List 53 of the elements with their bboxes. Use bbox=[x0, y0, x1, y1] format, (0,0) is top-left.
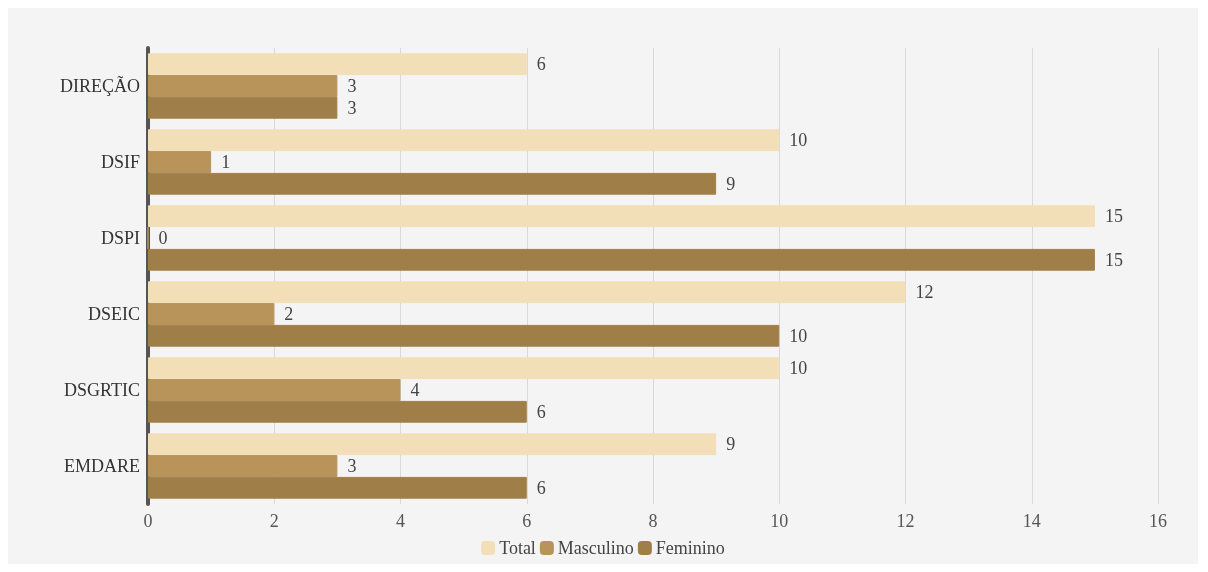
bar bbox=[148, 75, 338, 97]
x-tick-label: 2 bbox=[269, 511, 279, 531]
y-tick-label: DSGRTIC bbox=[64, 380, 140, 400]
bar bbox=[148, 357, 780, 380]
y-tick-label: DSIF bbox=[100, 152, 140, 172]
data-label: 1 bbox=[221, 152, 231, 172]
bar bbox=[148, 476, 527, 499]
x-tick-label: 0 bbox=[143, 511, 153, 531]
legend-label: Feminino bbox=[655, 538, 725, 558]
bar bbox=[148, 324, 780, 347]
y-tick-label: EMDARE bbox=[64, 456, 140, 476]
bar bbox=[148, 281, 906, 304]
data-label: 6 bbox=[536, 54, 546, 75]
data-label: 10 bbox=[789, 325, 808, 346]
y-tick-label: DSEIC bbox=[87, 304, 140, 324]
x-tick-label: 8 bbox=[648, 511, 658, 531]
bar bbox=[148, 172, 717, 195]
data-label: 6 bbox=[536, 477, 546, 498]
data-label: 4 bbox=[410, 380, 420, 400]
x-tick-label: 4 bbox=[396, 511, 405, 531]
bar bbox=[148, 96, 338, 119]
data-label: 12 bbox=[915, 282, 934, 303]
data-label: 2 bbox=[284, 304, 294, 324]
x-tick-label: 6 bbox=[522, 511, 532, 531]
legend-label: Total bbox=[499, 538, 536, 558]
bar bbox=[148, 53, 527, 76]
data-label: 9 bbox=[726, 434, 736, 455]
x-tick-label: 16 bbox=[1149, 511, 1167, 531]
y-tick-label: DIREÇÃO bbox=[60, 75, 140, 96]
data-label: 15 bbox=[1104, 249, 1123, 270]
bar bbox=[148, 455, 338, 477]
data-label: 0 bbox=[158, 228, 168, 248]
bar bbox=[148, 205, 1095, 228]
bar bbox=[148, 400, 527, 423]
bar bbox=[148, 129, 780, 152]
data-label: 9 bbox=[726, 173, 736, 194]
bar bbox=[148, 303, 275, 325]
x-tick-label: 12 bbox=[896, 511, 915, 531]
data-label: 15 bbox=[1104, 206, 1123, 227]
bar bbox=[148, 151, 212, 173]
bar bbox=[148, 433, 717, 456]
bar bbox=[148, 379, 401, 401]
bar bbox=[148, 248, 1095, 271]
data-label: 6 bbox=[536, 401, 546, 422]
data-label: 3 bbox=[347, 456, 357, 476]
data-label: 10 bbox=[789, 130, 808, 151]
data-label: 3 bbox=[347, 76, 357, 96]
data-label: 3 bbox=[347, 97, 357, 118]
y-tick-label: DSPI bbox=[100, 228, 140, 248]
legend-label: Masculino bbox=[557, 538, 634, 558]
x-tick-label: 10 bbox=[770, 511, 789, 531]
x-tick-label: 14 bbox=[1022, 511, 1041, 531]
data-label: 10 bbox=[789, 358, 808, 379]
